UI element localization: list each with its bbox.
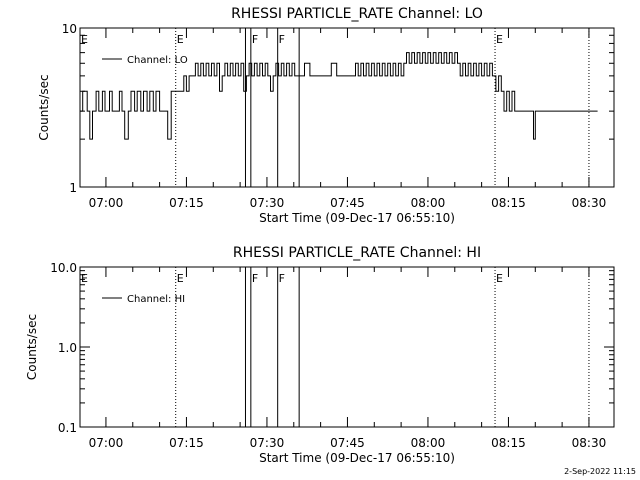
x-tick-label: 08:00 xyxy=(411,436,446,450)
y-tick-label: 1.0 xyxy=(58,341,77,355)
x-tick-label: 08:15 xyxy=(491,196,526,210)
event-marker-label: F xyxy=(279,33,285,46)
y-axis-title: Counts/sec xyxy=(25,314,39,380)
x-tick-label: 07:45 xyxy=(330,436,365,450)
chart-title: RHESSI PARTICLE_RATE Channel: LO xyxy=(231,6,483,22)
x-tick-label: 07:30 xyxy=(250,436,285,450)
event-marker-label: E xyxy=(177,33,184,46)
x-tick-label: 07:30 xyxy=(250,196,285,210)
event-marker-label: F xyxy=(279,272,285,285)
event-marker-label: E xyxy=(496,33,503,46)
series-line-1 xyxy=(80,52,598,140)
legend-entry: Channel: LO xyxy=(127,55,188,66)
x-tick-label: 08:30 xyxy=(572,196,607,210)
chart-title: RHESSI PARTICLE_RATE Channel: HI xyxy=(233,245,481,261)
x-tick-label: 07:15 xyxy=(169,436,204,450)
x-tick-label: 07:00 xyxy=(89,436,124,450)
x-tick-label: 08:15 xyxy=(491,436,526,450)
event-marker-label: E xyxy=(177,272,184,285)
legend-entry: Channel: HI xyxy=(127,294,185,305)
plot-panel-2: RHESSI PARTICLE_RATE Channel: HI 07:00 07:… xyxy=(25,245,615,465)
x-tick-label: 07:45 xyxy=(330,196,365,210)
y-tick-label: 1 xyxy=(69,181,77,195)
event-marker-label: E xyxy=(81,33,88,46)
date-stamp: 2-Sep-2022 11:15 xyxy=(564,467,636,476)
y-axis-title: Counts/sec xyxy=(37,74,51,140)
x-axis-title: Start Time (09-Dec-17 06:55:10) xyxy=(259,451,455,465)
plot-frame xyxy=(79,266,615,428)
y-tick-label: 10 xyxy=(62,22,77,36)
x-tick-label: 07:15 xyxy=(169,196,204,210)
event-marker-label: E xyxy=(496,272,503,285)
x-axis-title: Start Time (09-Dec-17 06:55:10) xyxy=(259,211,455,225)
event-marker-label: F xyxy=(252,272,258,285)
y-tick-label: 0.1 xyxy=(58,421,77,435)
x-tick-label: 07:00 xyxy=(89,196,124,210)
y-tick-label: 10.0 xyxy=(50,261,77,275)
event-marker-label: E xyxy=(81,272,88,285)
x-tick-label: 08:00 xyxy=(411,196,446,210)
plot-panel-1: RHESSI PARTICLE_RATE Channel: LO 07:00 07:… xyxy=(37,6,615,225)
event-marker-label: F xyxy=(252,33,258,46)
x-tick-label: 08:30 xyxy=(572,436,607,450)
